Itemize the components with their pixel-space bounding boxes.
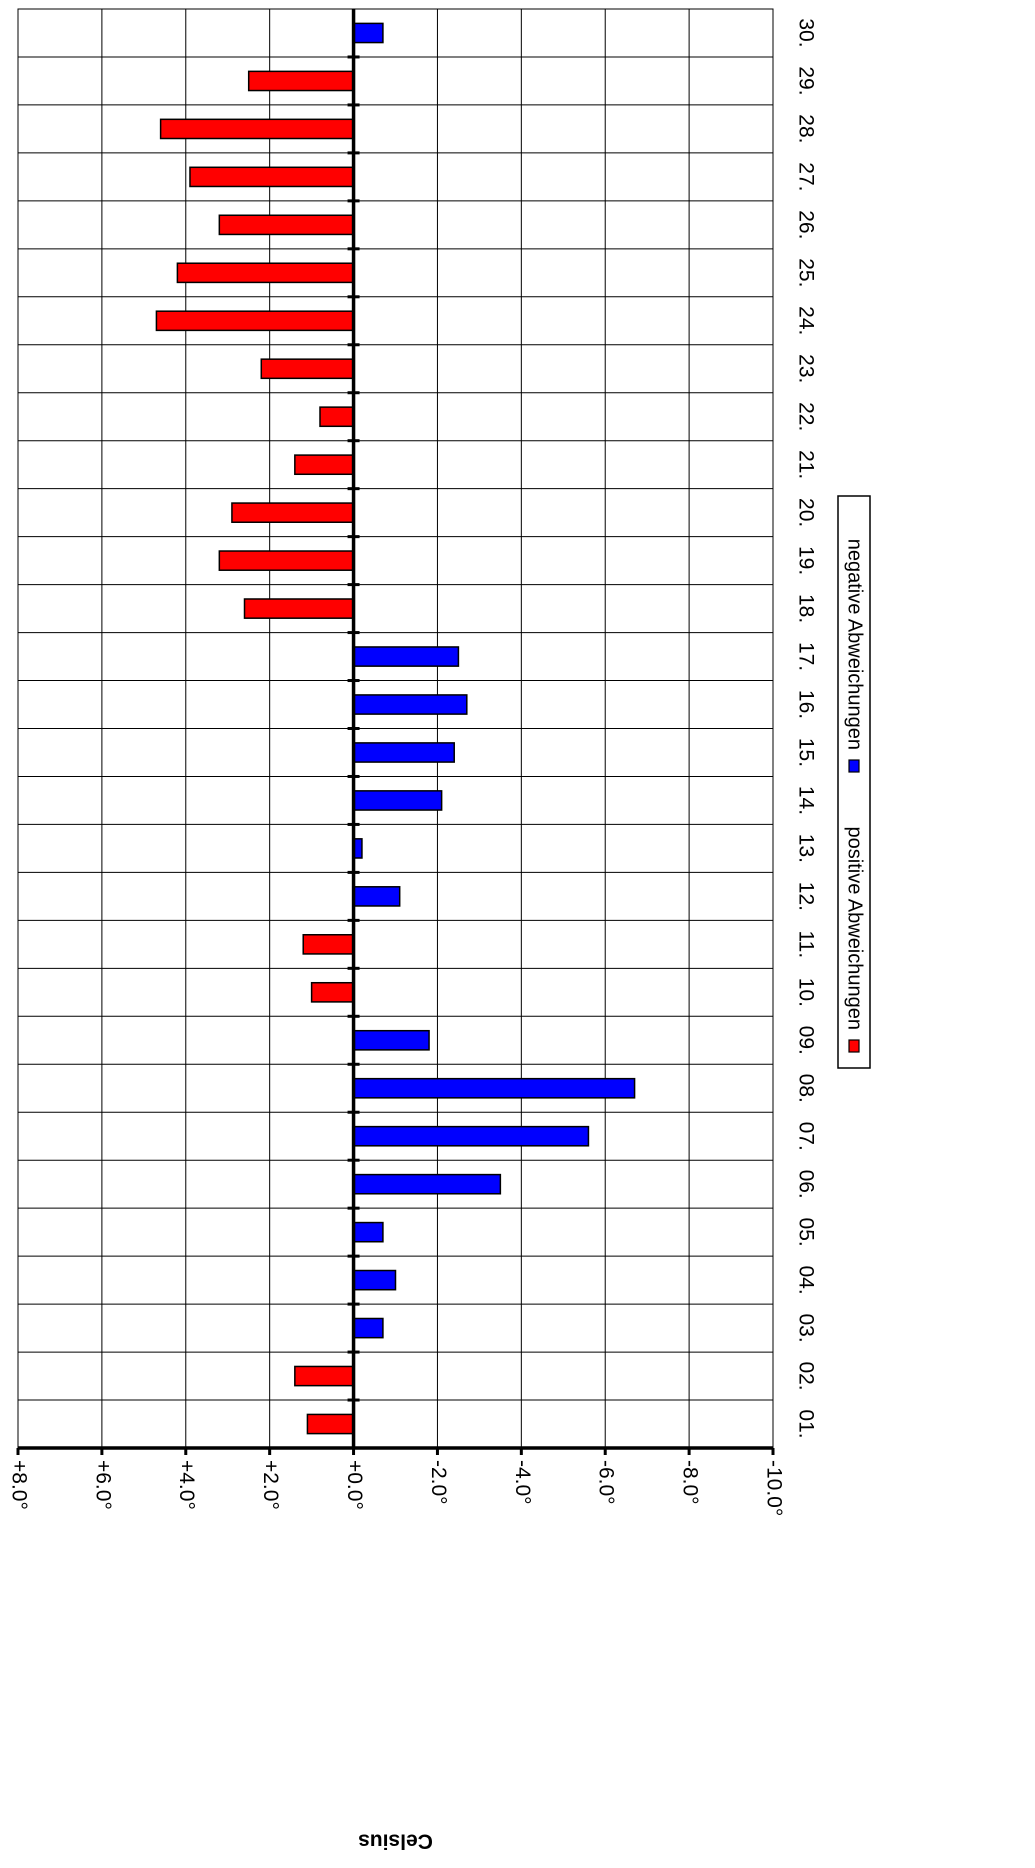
legend: negative Abweichungen positive Abweichung…	[837, 495, 871, 1069]
bar-05.	[352, 1221, 384, 1243]
category-label: 19.	[794, 546, 817, 575]
category-label: 26.	[794, 210, 817, 239]
category-label: 08.	[794, 1074, 817, 1103]
category-label: 20.	[794, 498, 817, 527]
bar-08.	[352, 1077, 636, 1099]
tick-label: -8.0°	[679, 1460, 702, 1505]
category-label: 28.	[794, 114, 817, 143]
bar-24.	[155, 310, 355, 332]
bar-18.	[243, 598, 355, 619]
bar-07.	[352, 1125, 590, 1147]
bar-23.	[260, 358, 355, 380]
bar-26.	[218, 214, 355, 236]
bar-10.	[310, 981, 355, 1003]
value-axis-title: Celsius	[358, 1829, 433, 1852]
legend-swatch-positive	[848, 1039, 860, 1053]
category-label: 01.	[794, 1409, 817, 1438]
category-label: 17.	[794, 642, 817, 671]
category-label: 30.	[794, 18, 817, 47]
bar-28.	[159, 118, 355, 140]
tick-label: +6.0°	[91, 1460, 114, 1510]
category-label: 18.	[794, 594, 817, 623]
tick-label: -10.0°	[762, 1460, 785, 1516]
bar-15.	[352, 742, 455, 763]
category-label: 13.	[794, 834, 817, 863]
legend-label-negative: negative Abweichungen	[844, 539, 866, 750]
category-label: 10.	[794, 978, 817, 1007]
category-label: 16.	[794, 690, 817, 719]
bar-11.	[302, 934, 355, 955]
category-label: 11.	[794, 931, 817, 959]
category-label: 09.	[794, 1026, 817, 1055]
bar-22.	[319, 406, 355, 428]
bar-29.	[247, 70, 355, 92]
bar-25.	[176, 262, 355, 284]
category-label: 12.	[794, 882, 817, 911]
category-label: 07.	[794, 1122, 817, 1151]
bar-01.	[306, 1413, 355, 1435]
bar-12.	[352, 886, 401, 907]
tick-label: -4.0°	[511, 1460, 534, 1505]
tick-label: +2.0°	[259, 1460, 282, 1510]
category-label: 27.	[794, 162, 817, 191]
bar-02.	[294, 1365, 355, 1387]
bar-04.	[352, 1269, 397, 1291]
bar-03.	[352, 1317, 384, 1339]
category-label: 23.	[794, 354, 817, 383]
category-label: 22.	[794, 402, 817, 431]
bar-30.	[352, 22, 384, 44]
bar-06.	[352, 1173, 502, 1195]
grid	[17, 8, 774, 1449]
category-label: 29.	[794, 66, 817, 95]
category-label: 04.	[794, 1266, 817, 1295]
bar-09.	[352, 1029, 430, 1051]
bar-21.	[294, 454, 355, 476]
legend-label-positive: positive Abweichungen	[844, 827, 866, 1030]
bar-19.	[218, 550, 355, 571]
category-label: 24.	[794, 306, 817, 335]
bar-27.	[189, 166, 355, 188]
tick-label: +8.0°	[7, 1460, 30, 1510]
category-label: 15.	[794, 738, 817, 767]
bar-14.	[352, 790, 443, 811]
tick-label: +4.0°	[175, 1460, 198, 1510]
labels: +8.0° +6.0° +4.0° +2.0° +0.0° -2.0° -4.0° -6.0°…	[7, 18, 817, 1852]
tick-label: -6.0°	[595, 1460, 618, 1505]
category-label: 05.	[794, 1218, 817, 1247]
category-label: 25.	[794, 258, 817, 287]
tick-label: -2.0°	[427, 1460, 450, 1505]
category-label: 06.	[794, 1170, 817, 1199]
category-label: 21.	[794, 450, 817, 479]
category-label: 02.	[794, 1361, 817, 1390]
axes	[16, 9, 775, 1455]
category-label: 03.	[794, 1313, 817, 1342]
bar-17.	[352, 646, 460, 667]
legend-swatch-negative	[848, 759, 860, 773]
bar-20.	[231, 502, 355, 523]
tick-label: +0.0°	[343, 1460, 366, 1510]
bar-16.	[352, 694, 468, 715]
legend-box	[837, 495, 871, 1069]
category-label: 14.	[794, 786, 817, 815]
